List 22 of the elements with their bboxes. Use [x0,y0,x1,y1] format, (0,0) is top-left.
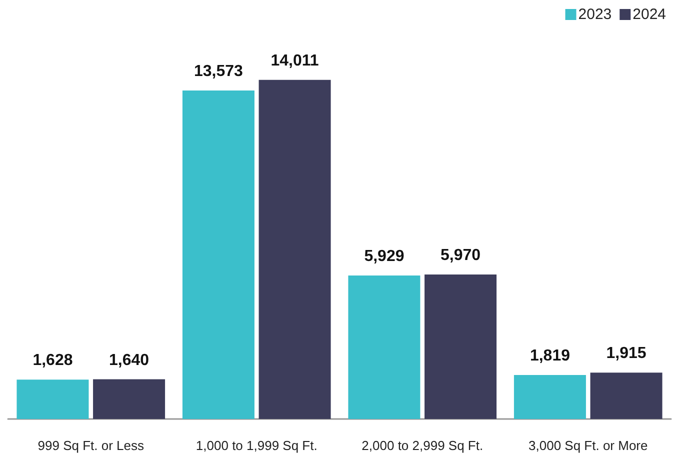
bar [514,374,586,419]
bar [590,372,662,419]
x-tick-label: 999 Sq Ft. or Less [38,438,144,453]
data-label: 14,011 [270,52,319,70]
data-label: 13,573 [194,63,244,80]
data-label: 5,970 [440,247,481,264]
bar [16,380,89,419]
bar [258,80,331,419]
data-label: 1,819 [530,347,570,364]
legend-label: 2024 [632,6,666,23]
data-label: 1,628 [32,352,73,370]
x-tick-label: 3,000 Sq Ft. or More [528,438,648,453]
bar [182,90,254,419]
bar [93,379,166,419]
bar [424,274,497,419]
data-label: 5,929 [364,248,404,266]
x-tick-label: 1,000 to 1,999 Sq Ft. [196,438,318,453]
legend-label: 2023 [578,6,612,23]
x-tick-label: 2,000 to 2,999 Sq Ft. [362,438,484,453]
data-label: 1,915 [606,345,646,362]
bar [348,276,420,419]
data-label: 1,640 [109,352,150,369]
